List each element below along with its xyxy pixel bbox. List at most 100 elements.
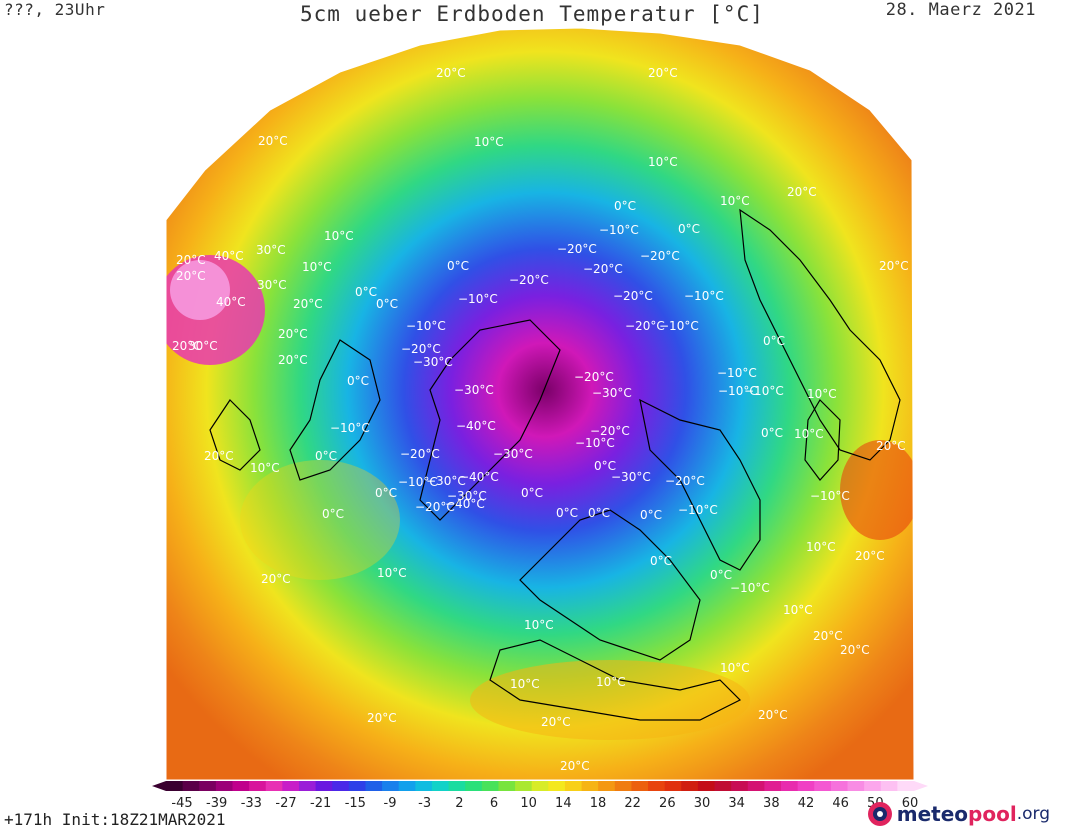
isotherm-label: −10°C (398, 475, 438, 489)
scale-swatch (431, 781, 450, 791)
isotherm-label: 0°C (588, 506, 610, 520)
isotherm-label: 10°C (596, 675, 626, 689)
scale-swatch (598, 781, 616, 791)
isotherm-label: 20°C (258, 134, 288, 148)
scale-swatch (182, 781, 200, 791)
map-date: 28. Maerz 2021 (885, 0, 1036, 20)
isotherm-label: −30°C (592, 386, 632, 400)
scale-swatch (332, 781, 350, 791)
isotherm-label: 10°C (794, 427, 824, 441)
isotherm-label: 20°C (840, 643, 870, 657)
scale-tick-label: -45 (171, 796, 192, 811)
isotherm-label: −20°C (613, 289, 653, 303)
isotherm-label: 30°C (257, 278, 287, 292)
isotherm-label: 20°C (758, 708, 788, 722)
isotherm-label: 20°C (278, 353, 308, 367)
isotherm-label: 10°C (806, 540, 836, 554)
isotherm-label: −20°C (640, 249, 680, 263)
isotherm-label: 0°C (447, 259, 469, 273)
isotherm-label: 20°C (172, 339, 202, 353)
scale-tick-label: 22 (624, 796, 641, 811)
isotherm-label: 20°C (367, 711, 397, 725)
isotherm-label: −20°C (625, 319, 665, 333)
isotherm-label: 0°C (761, 426, 783, 440)
meteopool-logo[interactable]: meteo pool .org (867, 801, 1050, 827)
isotherm-label: 20°C (176, 253, 206, 267)
isotherm-label: 20°C (876, 439, 906, 453)
isotherm-label: −40°C (459, 470, 499, 484)
scale-swatch (648, 781, 666, 791)
scale-tick-label: -15 (345, 796, 366, 811)
isotherm-label: 20°C (813, 629, 843, 643)
scale-swatch (880, 781, 898, 791)
scale-swatch (864, 781, 882, 791)
isotherm-label: −10°C (678, 503, 718, 517)
isotherm-label: 0°C (376, 297, 398, 311)
isotherm-label: 0°C (355, 285, 377, 299)
logo-text-pool: pool (968, 802, 1017, 826)
scale-tick-label: 18 (590, 796, 607, 811)
isotherm-label: −20°C (415, 500, 455, 514)
scale-swatch (415, 781, 433, 791)
isotherm-label: 10°C (524, 618, 554, 632)
isotherm-label: 0°C (650, 554, 672, 568)
scale-swatch (282, 781, 300, 791)
scale-tick-label: -21 (310, 796, 331, 811)
coastlines (209, 208, 901, 721)
isotherm-label: −20°C (509, 273, 549, 287)
scale-tick-label: -39 (206, 796, 227, 811)
isotherm-label: 20°C (293, 297, 323, 311)
scale-swatch (166, 781, 184, 791)
isotherm-label: 0°C (315, 449, 337, 463)
isotherm-label: −10°C (684, 289, 724, 303)
isotherm-label: 0°C (521, 486, 543, 500)
isotherm-label: −30°C (413, 355, 453, 369)
isotherm-label: 10°C (302, 260, 332, 274)
scale-tick-label: -9 (384, 796, 397, 811)
scale-swatch (581, 781, 599, 791)
scale-swatch (830, 781, 849, 791)
isotherm-label: −20°C (401, 342, 441, 356)
scale-tick-label: 60 (902, 796, 919, 811)
isotherm-label: −10°C (718, 384, 758, 398)
scale-tick-label: 2 (455, 796, 463, 811)
scale-swatch (681, 781, 699, 791)
isotherm-label: 0°C (556, 506, 578, 520)
isotherm-label: 10°C (648, 155, 678, 169)
isotherm-label: −30°C (454, 383, 494, 397)
isotherm-label: 0°C (640, 508, 662, 522)
isotherm-label: 10°C (474, 135, 504, 149)
isotherm-label: 0°C (710, 568, 732, 582)
logo-text-meteo: meteo (896, 802, 969, 826)
scale-arrow-left (152, 781, 166, 791)
scale-tick-label: -3 (418, 796, 431, 811)
scale-swatch (631, 781, 649, 791)
isotherm-label: 20°C (560, 759, 590, 773)
isotherm-labels: 20°C 20°C20°C 10°C10°C10°C20°C0°C 10°C−10°C… (172, 66, 909, 773)
scale-swatch (498, 781, 516, 791)
isotherm-label: −10°C (599, 223, 639, 237)
isotherm-label: −10°C (730, 581, 770, 595)
isotherm-label: 0°C (375, 486, 397, 500)
scale-swatch (697, 781, 716, 791)
isotherm-label: 20°C (204, 449, 234, 463)
isotherm-label: 0°C (614, 199, 636, 213)
isotherm-label: 0°C (322, 507, 344, 521)
isotherm-label: 20°C (436, 66, 466, 80)
scale-tick-label: 6 (490, 796, 498, 811)
scale-tick-label: -33 (241, 796, 262, 811)
scale-tick-label: 14 (555, 796, 572, 811)
scale-swatch (897, 781, 915, 791)
scale-swatch (315, 781, 333, 791)
isotherm-label: 30°C (256, 243, 286, 257)
scale-swatch (747, 781, 765, 791)
isotherm-label: −20°C (400, 447, 440, 461)
isotherm-label: −10°C (330, 421, 370, 435)
scale-arrow-right (914, 781, 928, 791)
isotherm-label: −10°C (458, 292, 498, 306)
scale-swatch (781, 781, 799, 791)
scale-swatch (215, 781, 233, 791)
scale-swatch (797, 781, 815, 791)
isotherm-label: 20°C (855, 549, 885, 563)
scale-swatch (448, 781, 466, 791)
